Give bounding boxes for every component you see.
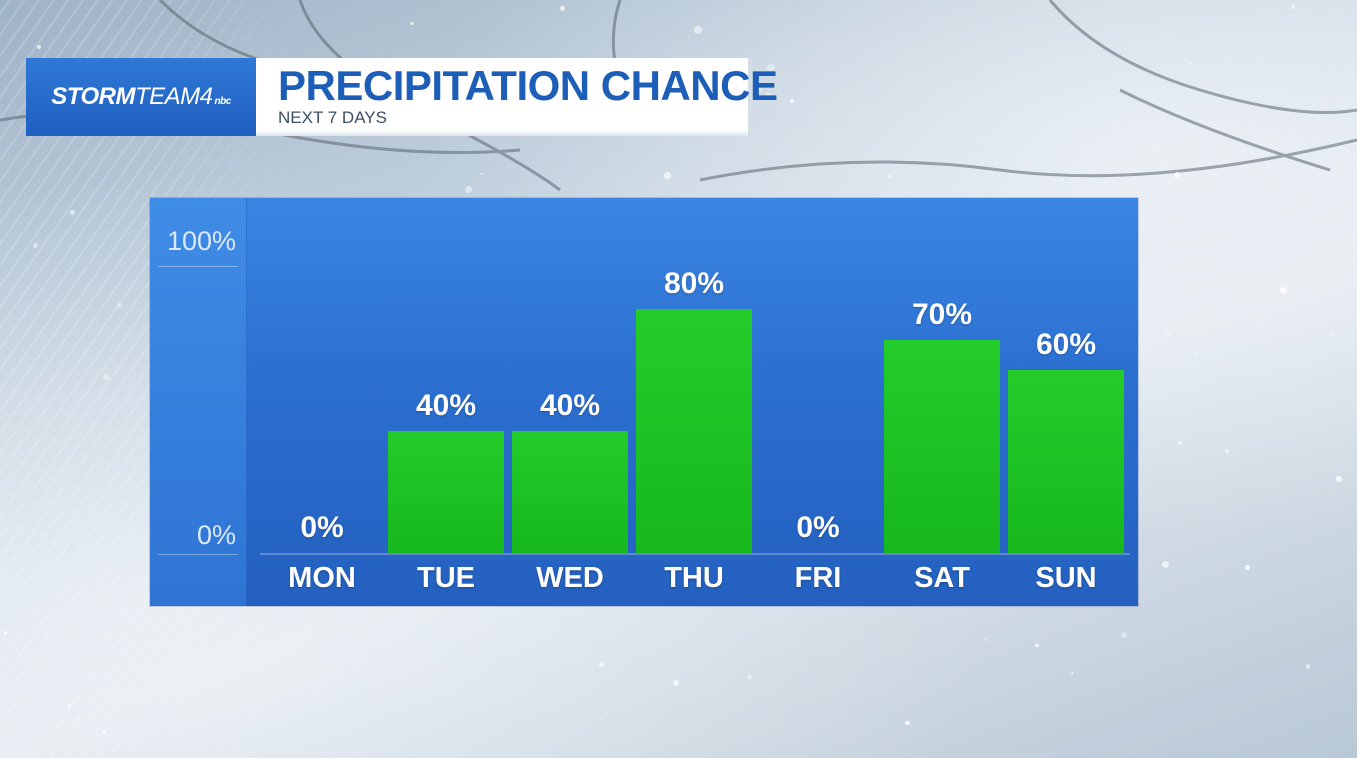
value-label-tue: 40% bbox=[415, 389, 477, 422]
snowflake bbox=[1305, 664, 1311, 670]
snowflake bbox=[465, 185, 473, 194]
title-box: PRECIPITATION CHANCE NEXT 7 DAYS bbox=[256, 58, 778, 136]
value-label-sat: 70% bbox=[911, 297, 973, 331]
bar-tue bbox=[388, 431, 504, 553]
snowflake bbox=[1291, 5, 1295, 9]
day-label-sat: SAT bbox=[914, 562, 970, 594]
day-label-mon: MON bbox=[288, 562, 356, 594]
snowflake bbox=[1279, 286, 1288, 295]
snowflake bbox=[480, 172, 483, 176]
snowflake bbox=[4, 631, 7, 635]
y-tick-label-bottom: 0% bbox=[196, 520, 236, 550]
day-label-sun: SUN bbox=[1035, 562, 1097, 594]
snowflake bbox=[1225, 449, 1230, 454]
page-subtitle: NEXT 7 DAYS bbox=[278, 108, 387, 127]
snowflake bbox=[1166, 330, 1171, 336]
snowflake bbox=[767, 63, 775, 72]
snowflake bbox=[1193, 353, 1197, 357]
chart-baseline bbox=[260, 553, 1130, 555]
snowflake bbox=[1336, 476, 1342, 482]
y-tick-label-top: 100% bbox=[166, 226, 236, 256]
value-label-mon: 0% bbox=[300, 511, 344, 544]
value-label-thu: 80% bbox=[663, 267, 725, 300]
y-axis: 100% 0% bbox=[150, 198, 247, 606]
snowflake bbox=[1177, 440, 1183, 446]
snowflake bbox=[70, 209, 76, 215]
snowflake bbox=[1173, 172, 1180, 179]
snowflake bbox=[694, 26, 703, 35]
value-label-sun: 60% bbox=[1035, 328, 1097, 361]
snowflake bbox=[599, 716, 603, 720]
value-label-wed: 40% bbox=[539, 389, 601, 422]
logo-main: STORM bbox=[51, 83, 135, 110]
snowflake bbox=[1070, 672, 1074, 675]
page-title: PRECIPITATION CHANCE bbox=[278, 62, 778, 109]
y-axis-line-bottom bbox=[158, 554, 238, 555]
snowflake bbox=[983, 638, 987, 642]
snowflake bbox=[1330, 334, 1334, 338]
bar-thu bbox=[636, 309, 752, 553]
chart-panel: 100% 0% 0% MON 40% TUE 40% WED 80% THU 0% FRI 70% S… bbox=[150, 198, 1138, 606]
snowflake bbox=[599, 661, 605, 667]
y-axis-line-top bbox=[158, 266, 238, 267]
snowflake bbox=[1034, 643, 1039, 648]
snowflake bbox=[559, 6, 565, 12]
value-label-fri: 0% bbox=[796, 511, 840, 544]
snowflake bbox=[1245, 565, 1250, 570]
snowflake bbox=[101, 729, 107, 735]
snowflake bbox=[32, 242, 38, 249]
bar-wed bbox=[512, 431, 628, 553]
snowflake bbox=[757, 86, 762, 92]
snowflake bbox=[1161, 560, 1170, 569]
snowflake bbox=[905, 720, 910, 726]
day-label-tue: TUE bbox=[417, 562, 475, 594]
snowflake bbox=[410, 22, 414, 26]
day-label-thu: THU bbox=[664, 562, 724, 594]
snowflake bbox=[790, 98, 794, 103]
snowflake bbox=[37, 45, 42, 50]
logo-mini: nbc bbox=[214, 95, 231, 107]
bar-sat bbox=[884, 339, 1000, 553]
bar-sun bbox=[1008, 370, 1124, 553]
snowflake bbox=[765, 92, 771, 99]
day-label-wed: WED bbox=[536, 562, 604, 594]
snowflake bbox=[1121, 632, 1127, 638]
snowflake bbox=[673, 679, 680, 686]
stormteam4-logo: STORM TEAM4 nbc bbox=[26, 58, 256, 136]
snowflake bbox=[116, 302, 123, 309]
snowflake bbox=[103, 373, 110, 380]
snowflake bbox=[747, 675, 752, 680]
snowflake bbox=[1189, 62, 1192, 65]
snowflake bbox=[67, 704, 71, 708]
snowflake bbox=[887, 174, 891, 178]
logo-thin: TEAM4 bbox=[134, 83, 213, 110]
snowflake bbox=[664, 172, 671, 179]
day-label-fri: FRI bbox=[794, 562, 842, 594]
